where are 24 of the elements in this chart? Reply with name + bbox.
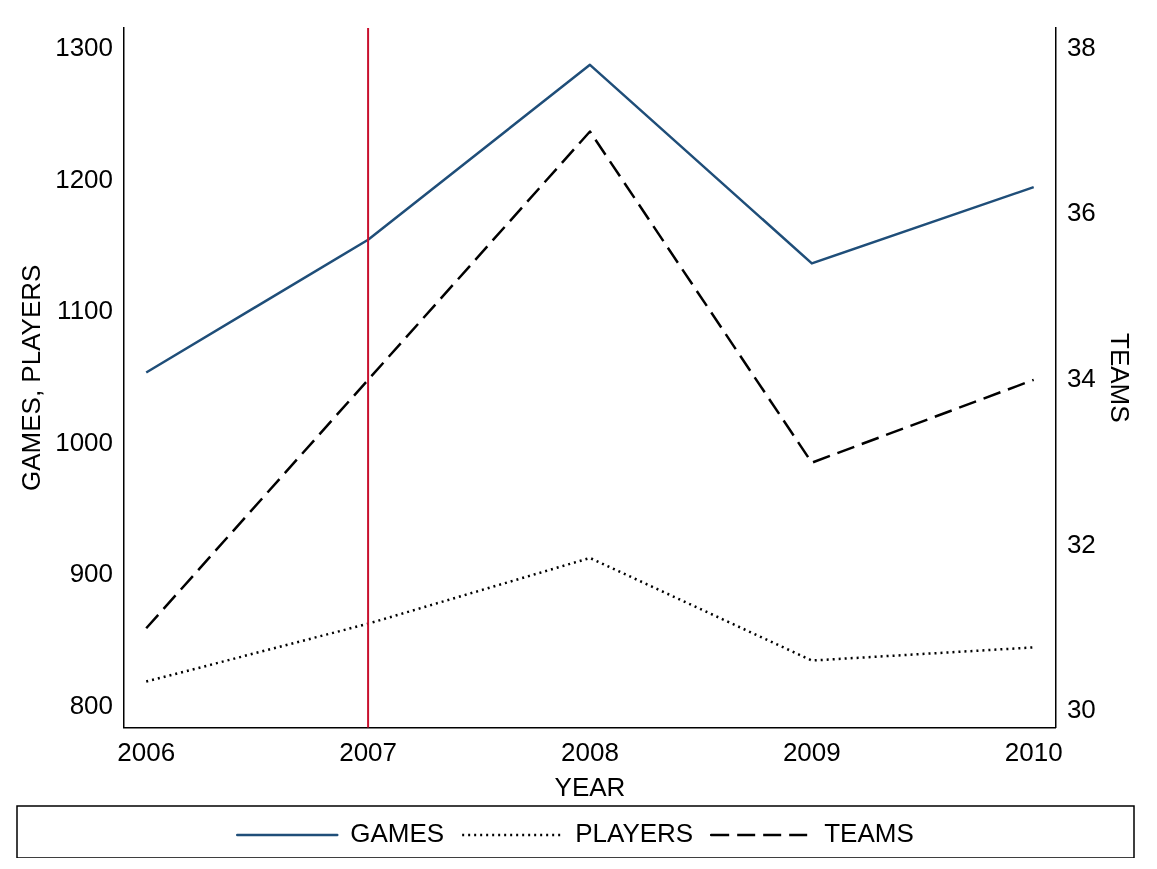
y-tick-label: 1100 bbox=[57, 295, 114, 326]
legend-label: GAMES bbox=[350, 818, 445, 849]
x-tick-label: 2008 bbox=[561, 737, 619, 768]
x-axis-title: YEAR bbox=[554, 771, 626, 802]
y2-tick-label: 36 bbox=[1066, 197, 1096, 228]
x-tick-label: 2009 bbox=[782, 737, 841, 768]
x-tick-label: 2010 bbox=[1004, 737, 1063, 768]
y-axis-title: GAMES, PLAYERS bbox=[15, 264, 46, 491]
y-tick-label: 900 bbox=[69, 558, 114, 589]
line-series bbox=[144, 130, 1035, 630]
y-tick-label: 1300 bbox=[55, 32, 114, 63]
y2-tick-label: 32 bbox=[1066, 528, 1096, 559]
line-series bbox=[144, 556, 1035, 683]
y-tick-label: 1000 bbox=[55, 426, 114, 457]
legend-label: PLAYERS bbox=[575, 818, 694, 849]
y-tick-label: 800 bbox=[69, 689, 114, 720]
y-tick-label: 1200 bbox=[55, 163, 114, 194]
legend-label: TEAMS bbox=[824, 818, 914, 849]
y2-tick-label: 34 bbox=[1066, 363, 1096, 394]
y2-axis-title: TEAMS bbox=[1105, 333, 1136, 423]
x-tick-label: 2006 bbox=[117, 737, 176, 768]
y2-tick-label: 30 bbox=[1066, 694, 1096, 725]
y2-tick-label: 38 bbox=[1066, 31, 1096, 62]
x-tick-label: 2007 bbox=[339, 737, 398, 768]
